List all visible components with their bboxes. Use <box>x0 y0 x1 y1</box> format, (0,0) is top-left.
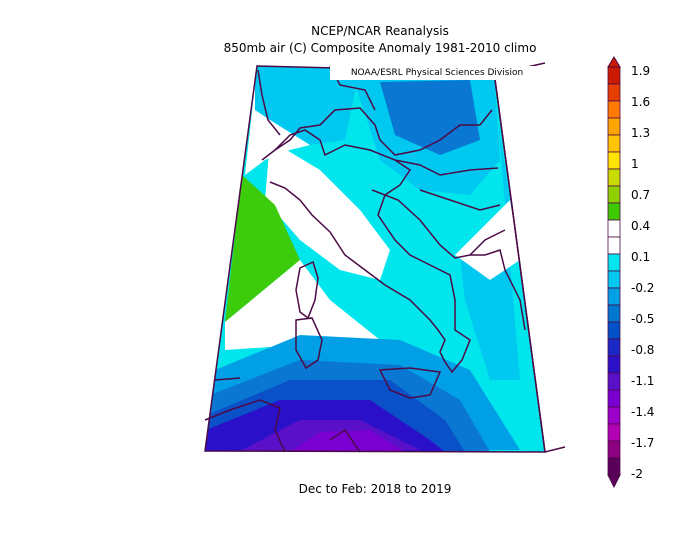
anomaly-map <box>204 62 566 453</box>
colorbar-box <box>607 185 621 204</box>
colorbar-bottom-arrow <box>607 474 621 489</box>
colorbar-box <box>607 66 621 85</box>
colorbar-box <box>607 134 621 153</box>
colorbar-box <box>607 151 621 170</box>
colorbar-box <box>607 100 621 119</box>
colorbar <box>607 56 621 489</box>
colorbar-label: -1.4 <box>631 405 655 419</box>
colorbar-box <box>607 270 621 289</box>
colorbar-box <box>607 236 621 255</box>
colorbar-label: -1.7 <box>631 436 655 450</box>
coastlines <box>204 65 526 453</box>
colorbar-box <box>607 440 621 459</box>
colorbar-box <box>607 372 621 391</box>
field-white-italy <box>265 140 390 280</box>
colorbar-box <box>607 355 621 374</box>
france-border <box>257 69 281 136</box>
colorbar-label: -1.1 <box>631 374 655 388</box>
colorbar-box <box>607 202 621 221</box>
colorbar-box <box>607 321 621 340</box>
field-green <box>225 175 300 322</box>
alps-border <box>274 107 493 156</box>
colorbar-box <box>607 253 621 272</box>
anomaly-field <box>205 66 545 452</box>
colorbar-label: -2 <box>631 467 643 481</box>
italy-coastline <box>261 129 471 374</box>
colorbar-label: 0.1 <box>631 250 651 264</box>
colorbar-label: 1.9 <box>631 64 651 78</box>
montenegro-border <box>469 229 506 256</box>
colorbar-box <box>607 83 621 102</box>
colorbar-box <box>607 457 621 476</box>
colorbar-label: 1.6 <box>631 95 651 109</box>
field-violet-south <box>290 430 405 452</box>
north-africa-coast <box>214 377 241 381</box>
colorbar-box <box>607 389 621 408</box>
map-frame-edge <box>493 71 566 453</box>
colorbar-box <box>607 168 621 187</box>
field-light-north <box>255 66 360 145</box>
algeria-tunisia-border <box>204 399 286 453</box>
map-subtitle: 850mb air (C) Composite Anomaly 1981-201… <box>223 41 537 55</box>
colorbar-box <box>607 287 621 306</box>
slovenia-croatia-border <box>394 159 499 176</box>
colorbar-label: 1 <box>631 157 639 171</box>
colorbar-box <box>607 117 621 136</box>
date-range: Dec to Feb: 2018 to 2019 <box>298 482 452 496</box>
sardinia-coastline <box>295 317 323 370</box>
colorbar-label: 0.7 <box>631 188 651 202</box>
map-title: NCEP/NCAR Reanalysis <box>311 24 449 38</box>
colorbar-box <box>607 338 621 357</box>
colorbar-label: -0.2 <box>631 281 655 295</box>
colorbar-box <box>607 423 621 442</box>
field-white-tyrrhenian <box>225 260 380 350</box>
tunisia-libya-border <box>329 428 361 453</box>
sicily-coastline <box>378 367 442 399</box>
colorbar-label: -0.8 <box>631 343 655 357</box>
corsica-coastline <box>295 260 319 320</box>
colorbar-box <box>607 304 621 323</box>
colorbar-label: 0.4 <box>631 219 651 233</box>
bosnia-border <box>419 189 501 211</box>
field-white-balkans <box>455 200 520 280</box>
colorbar-label: -0.5 <box>631 312 655 326</box>
colorbar-box <box>607 219 621 238</box>
colorbar-top-arrow <box>607 56 621 68</box>
colorbar-boxes <box>607 66 621 476</box>
colorbar-label: 1.3 <box>631 126 651 140</box>
credit-label: NOAA/ESRL Physical Sciences Division <box>330 66 544 80</box>
colorbar-box <box>607 406 621 425</box>
field-steelblue-austria <box>380 80 480 155</box>
